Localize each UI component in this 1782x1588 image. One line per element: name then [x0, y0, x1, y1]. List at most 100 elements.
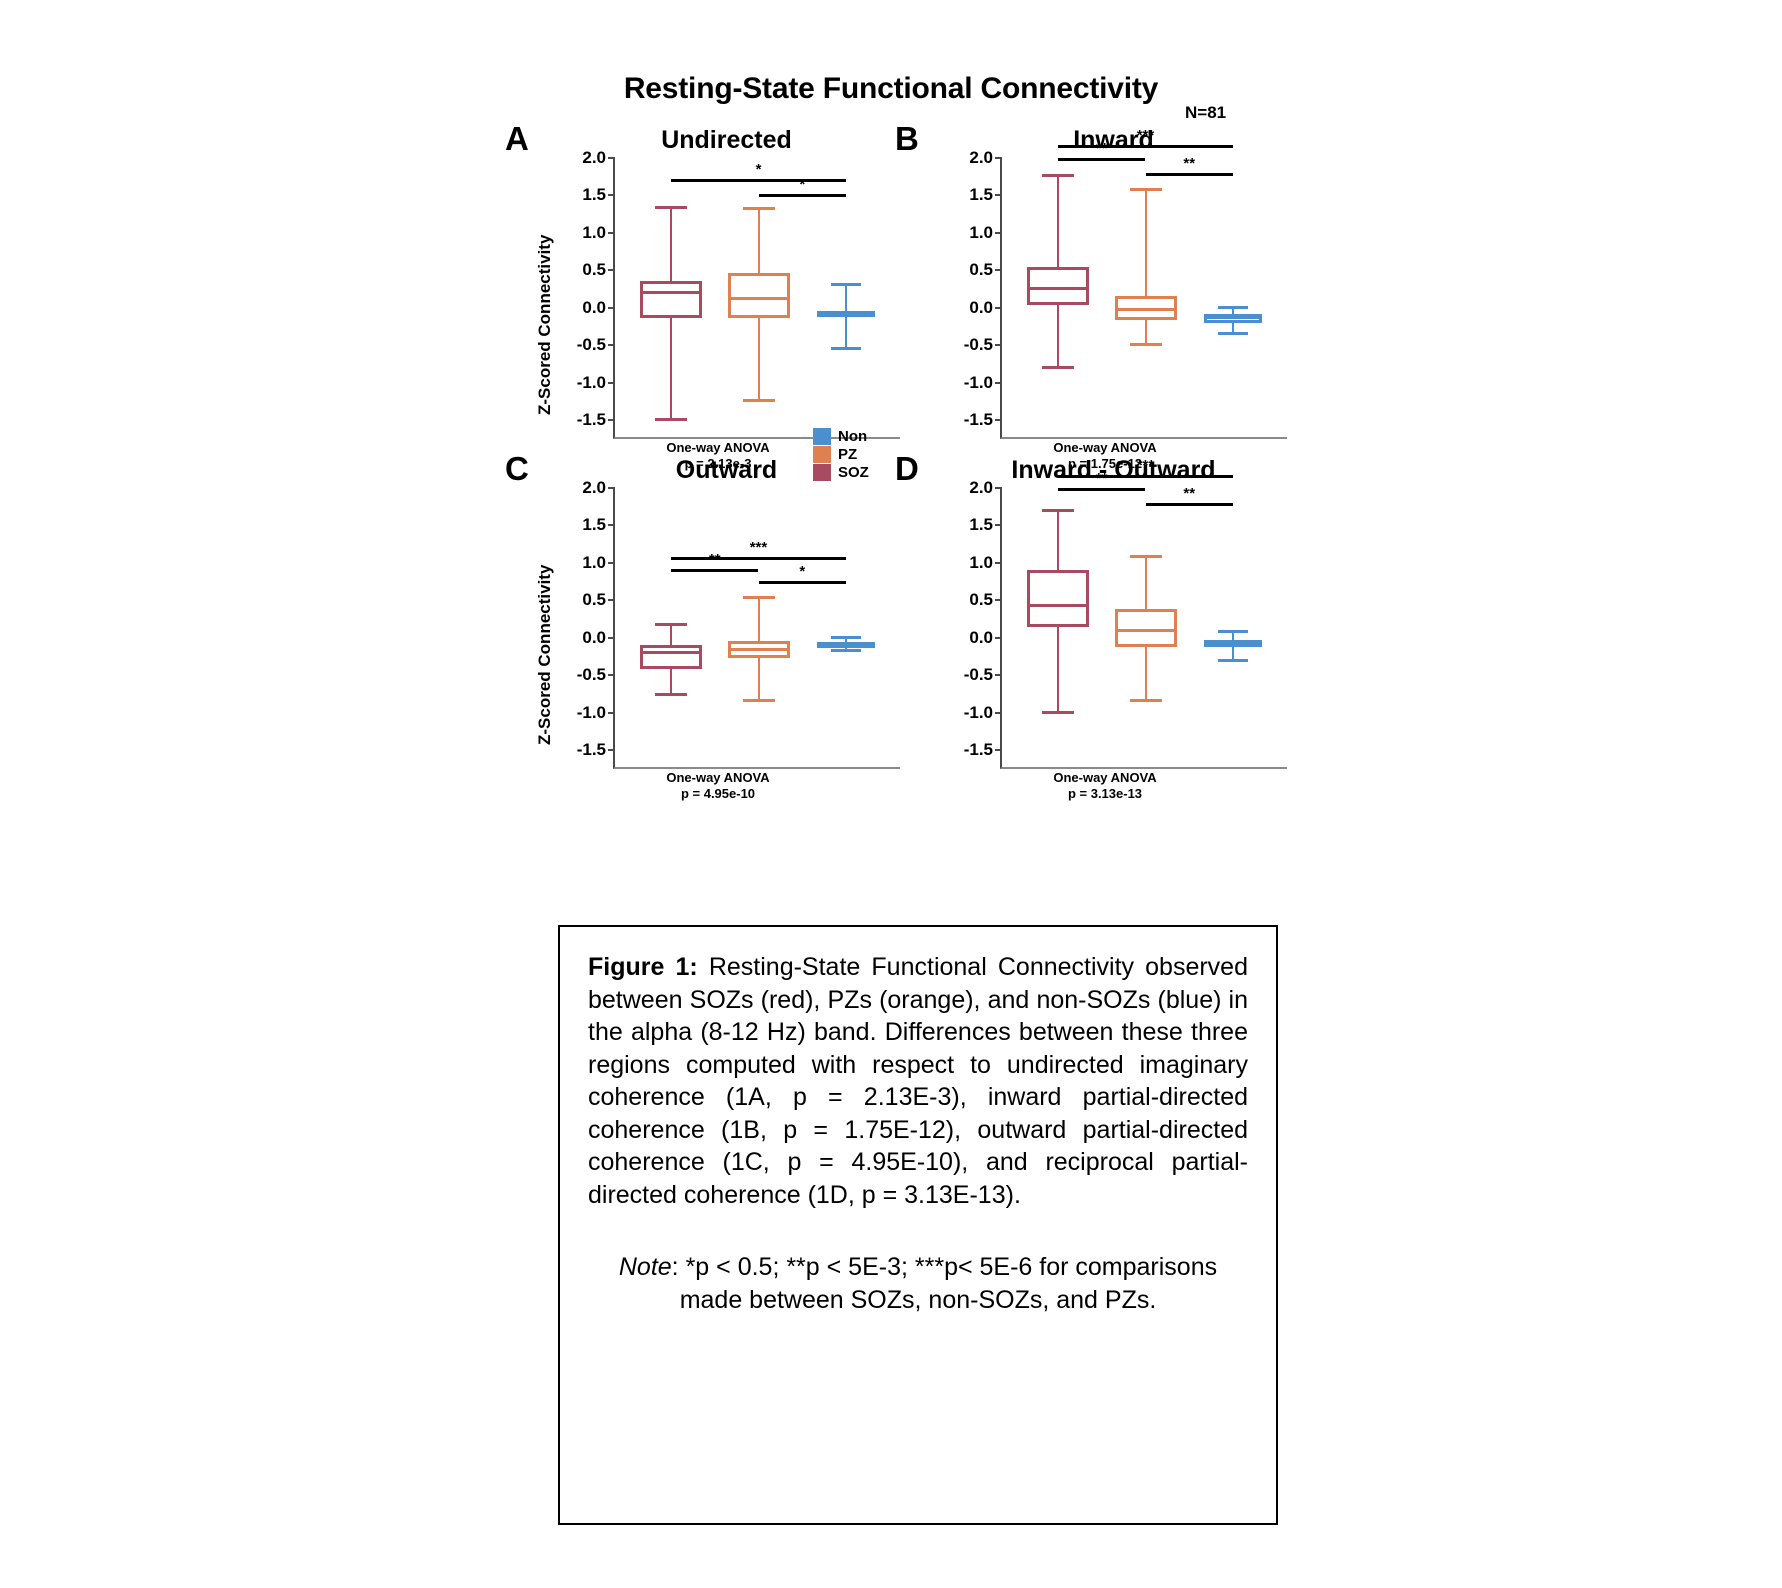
whisker-cap-lower — [831, 649, 862, 653]
significance-bar — [758, 580, 847, 584]
y-axis-label: Z-Scored Connectivity — [535, 234, 554, 415]
median-line — [639, 651, 702, 655]
y-tick-mark — [995, 269, 1002, 272]
panel-letter-d: D — [895, 450, 919, 487]
significance-stars: ** — [708, 550, 721, 568]
whisker-cap-upper — [1129, 554, 1162, 558]
whisker-cap-lower — [1218, 658, 1249, 662]
y-tick-label: -1.5 — [576, 410, 606, 430]
significance-bar — [1057, 144, 1234, 148]
box-iqr — [639, 645, 702, 670]
median-line — [1204, 641, 1263, 645]
legend-item-non: Non — [813, 427, 869, 445]
y-tick-mark — [608, 524, 615, 527]
y-tick-label: -0.5 — [963, 335, 993, 355]
y-tick-label: -0.5 — [963, 665, 993, 685]
plot-area-d: 2.0 1.5 1.0 0.5 0.0 -0.5 -1.0 -1.5 *** ** ** — [964, 458, 1287, 769]
significance-stars: *** — [749, 538, 768, 556]
y-tick-mark — [608, 381, 615, 384]
y-axis-label: Z-Scored Connectivity — [535, 564, 554, 745]
legend-swatch-soz — [813, 463, 831, 481]
y-tick-mark — [995, 636, 1002, 639]
y-tick-label: 0.5 — [582, 590, 606, 610]
y-tick-label: -1.0 — [963, 372, 993, 392]
y-tick-label: 1.0 — [969, 222, 993, 242]
caption-body-text: Resting-State Functional Connectivity ob… — [588, 953, 1248, 1209]
panel-a: A Undirected Z-Scored Connectivity 2.0 1.5 1.… — [505, 122, 900, 499]
y-tick-mark — [608, 419, 615, 422]
median-line — [1114, 628, 1177, 632]
y-tick-label: -1.5 — [576, 740, 606, 760]
sample-size-label: N=81 — [1185, 103, 1227, 122]
plot-area-c: 2.0 1.5 1.0 0.5 0.0 -0.5 -1.0 -1.5 *** ** * — [577, 478, 900, 769]
boxplot-a-soz — [639, 158, 702, 439]
significance-bracket-pz-non: * — [758, 564, 847, 585]
boxplot-d-soz — [1026, 488, 1089, 769]
whisker-cap-lower — [1129, 698, 1162, 702]
y-tick-label: 0.0 — [582, 297, 606, 317]
y-tick-mark — [608, 599, 615, 602]
whisker-cap-lower — [742, 698, 775, 702]
anova-test-name: One-way ANOVA — [666, 440, 770, 455]
y-tick-mark — [995, 711, 1002, 714]
whisker-cap-lower — [831, 346, 862, 350]
panel-title-a: Undirected — [661, 126, 792, 154]
boxplot-b-soz — [1026, 158, 1089, 439]
significance-bracket-pz-non: * — [758, 177, 847, 198]
median-line — [817, 311, 876, 315]
y-tick-mark — [995, 194, 1002, 197]
y-tick-label: 1.5 — [582, 515, 606, 535]
whisker-cap-upper — [1129, 187, 1162, 191]
anova-p-value: p = 4.95e-10 — [680, 786, 756, 802]
boxplot-d-non — [1204, 488, 1263, 769]
caption-note-label: Note — [618, 1253, 672, 1281]
significance-stars: * — [799, 175, 806, 193]
y-tick-mark — [608, 231, 615, 234]
figure-legend: Non PZ SOZ — [813, 427, 869, 482]
significance-bar — [670, 178, 847, 182]
anova-p-value: p = 1.75e-12 — [1067, 456, 1143, 472]
box-iqr — [1114, 609, 1177, 647]
panel-letter-c: C — [505, 450, 529, 487]
boxplot-d-pz — [1114, 488, 1177, 769]
y-tick-label: 2.0 — [582, 148, 606, 167]
caption-label: Figure 1: — [588, 953, 698, 981]
significance-bar — [1057, 488, 1146, 491]
plot-area-b: 2.0 1.5 1.0 0.5 0.0 -0.5 -1.0 -1.5 *** ** ** — [964, 128, 1287, 439]
panel-title-d: Inward - Outward — [1011, 456, 1216, 484]
y-tick-mark — [608, 269, 615, 272]
y-tick-label: 1.5 — [582, 185, 606, 205]
significance-stars: *** — [1136, 126, 1155, 144]
y-tick-label: 0.5 — [582, 260, 606, 280]
whisker-cap-lower — [1218, 331, 1249, 335]
boxplot-c-non — [817, 488, 876, 769]
significance-bar — [1145, 502, 1234, 506]
whisker-cap-upper — [742, 206, 775, 210]
y-tick-mark — [608, 749, 615, 752]
legend-label: SOZ — [838, 463, 869, 481]
y-tick-label: 2.0 — [969, 478, 993, 497]
y-tick-mark — [608, 487, 615, 489]
median-line — [1114, 307, 1177, 311]
significance-bar — [670, 568, 759, 572]
significance-bar — [1145, 172, 1234, 176]
boxplot-c-soz — [639, 488, 702, 769]
legend-label: PZ — [838, 445, 858, 463]
y-tick-label: 0.0 — [969, 297, 993, 317]
caption-text: Figure 1: Resting-State Functional Conne… — [588, 951, 1248, 1211]
anova-p-value: p = 3.13e-13 — [1067, 786, 1143, 802]
y-tick-label: 1.0 — [582, 552, 606, 572]
anova-test-name: One-way ANOVA — [1053, 770, 1157, 785]
y-tick-mark — [608, 344, 615, 347]
y-tick-mark — [995, 306, 1002, 309]
significance-bracket-soz-non: *** — [670, 540, 847, 561]
significance-bar — [1057, 158, 1146, 161]
whisker-cap-upper — [654, 205, 687, 209]
y-tick-mark — [995, 674, 1002, 677]
panel-b: B Inward 2.0 1.5 1.0 0.5 0.0 -0.5 -1.0 -1.5 *** ** *… — [895, 122, 1287, 499]
figure-caption-box: Figure 1: Resting-State Functional Conne… — [558, 925, 1278, 1525]
significance-stars: * — [755, 160, 762, 178]
significance-stars: ** — [1095, 140, 1108, 157]
figure-main-title: Resting-State Functional Connectivity — [623, 72, 1159, 105]
